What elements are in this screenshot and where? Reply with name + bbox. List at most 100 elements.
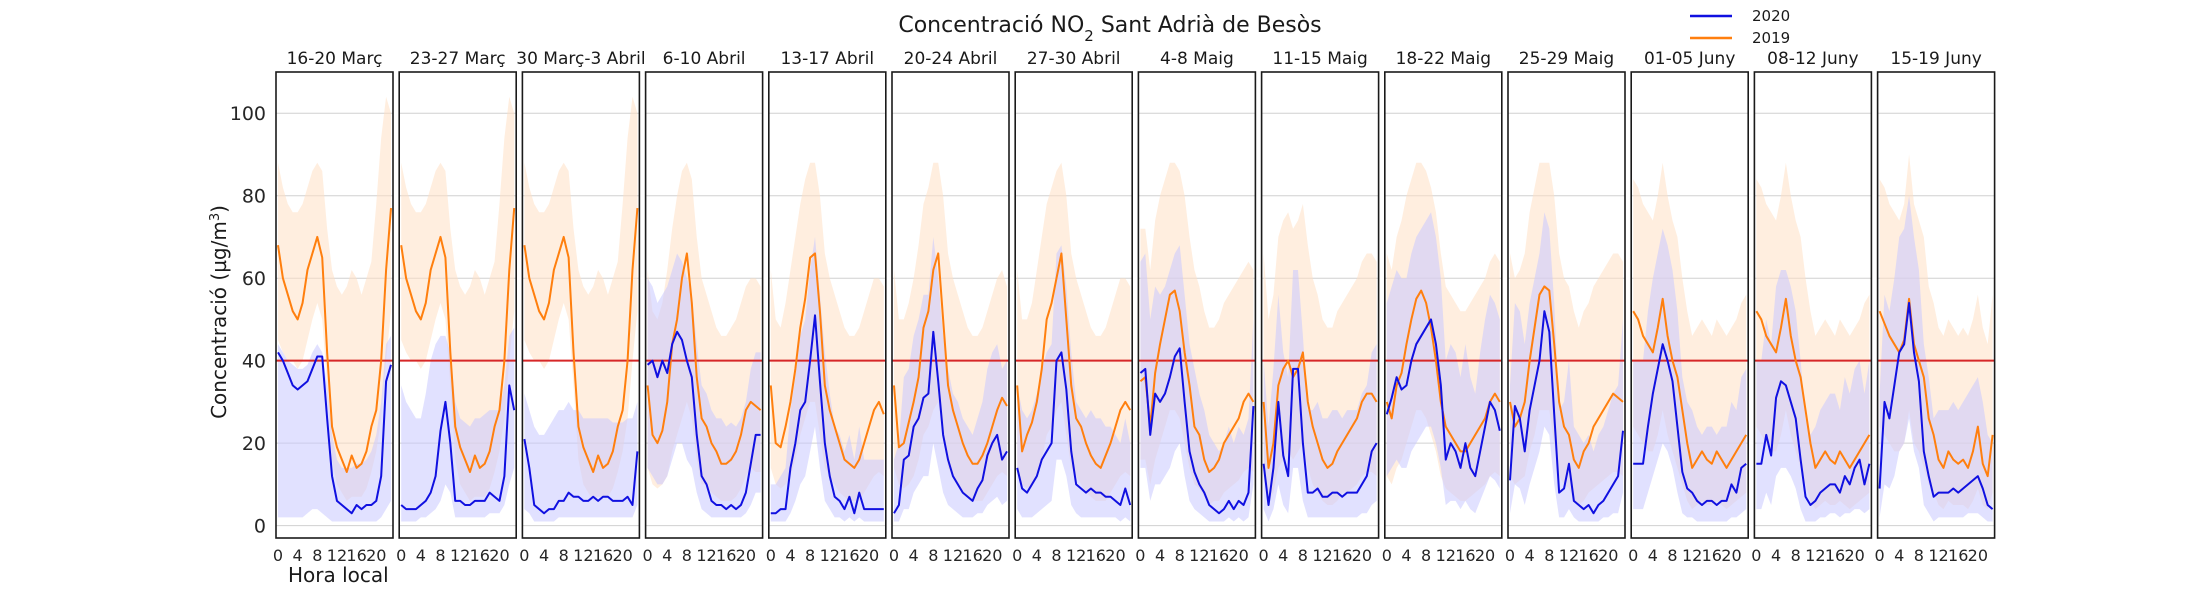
panel-title: 18-22 Maig bbox=[1396, 49, 1491, 69]
x-tick-label: 20 bbox=[1721, 546, 1741, 565]
band-2020 bbox=[770, 236, 884, 522]
panel-title: 27-30 Abril bbox=[1027, 49, 1121, 69]
series-2020-line bbox=[1016, 351, 1132, 507]
panel: 30 Març-3 Abril 0 4 8 12 16 20 bbox=[516, 49, 645, 565]
band-2020 bbox=[1879, 195, 1993, 522]
x-tick-label: 20 bbox=[489, 546, 509, 565]
series-2019-line bbox=[1755, 297, 1871, 469]
x-tick-label: 4 bbox=[539, 546, 549, 565]
panel-title: 23-27 Març bbox=[410, 49, 506, 69]
x-tick-label: 4 bbox=[1525, 546, 1535, 565]
x-tick-label: 4 bbox=[1771, 546, 1781, 565]
x-tick-label: 16 bbox=[1086, 546, 1106, 565]
x-tick-label: 12 bbox=[1805, 546, 1825, 565]
x-tick-label: 16 bbox=[1702, 546, 1722, 565]
series-2020-line bbox=[400, 384, 516, 511]
panel: 18-22 Maig 0 4 8 12 16 20 bbox=[1382, 49, 1503, 565]
panel-title: 11-15 Maig bbox=[1272, 49, 1367, 69]
x-tick-label: 12 bbox=[1682, 546, 1702, 565]
x-tick-label: 0 bbox=[273, 546, 283, 565]
x-tick-label: 20 bbox=[982, 546, 1002, 565]
x-tick-label: 8 bbox=[1791, 546, 1801, 565]
x-tick-label: 20 bbox=[366, 546, 386, 565]
series-2020-line bbox=[277, 351, 392, 515]
x-tick-label: 16 bbox=[962, 546, 982, 565]
panel-frame bbox=[644, 71, 764, 539]
x-tick-label: 4 bbox=[1155, 546, 1165, 565]
x-tick-label: 4 bbox=[293, 546, 303, 565]
panel-title: 15-19 Juny bbox=[1890, 49, 1981, 69]
y-tick-label: 0 bbox=[254, 516, 266, 538]
panel-title: 25-29 Maig bbox=[1519, 49, 1614, 69]
band-2020 bbox=[1263, 269, 1377, 522]
x-tick-label: 20 bbox=[736, 546, 756, 565]
series-2020-line bbox=[523, 438, 639, 515]
series-2019-line bbox=[400, 208, 516, 474]
y-tick-label: 20 bbox=[242, 433, 266, 455]
x-tick-label: 16 bbox=[1455, 546, 1475, 565]
x-tick-label: 4 bbox=[1278, 546, 1288, 565]
legend-label-2019: 2019 bbox=[1752, 29, 1790, 47]
x-tick-label: 16 bbox=[1948, 546, 1968, 565]
x-tick-label: 16 bbox=[346, 546, 366, 565]
x-tick-label: 0 bbox=[643, 546, 653, 565]
series-2019-line bbox=[769, 252, 885, 469]
series-2020-line bbox=[893, 330, 1008, 514]
series-2020-line bbox=[1756, 380, 1871, 507]
panel-title: 6-10 Abril bbox=[663, 49, 746, 69]
x-tick-label: 0 bbox=[1382, 546, 1392, 565]
x-tick-label: 20 bbox=[859, 546, 879, 565]
x-tick-label: 0 bbox=[1259, 546, 1269, 565]
x-tick-label: 12 bbox=[1436, 546, 1456, 565]
series-2019-line bbox=[1262, 351, 1378, 469]
series-2019-line bbox=[277, 208, 392, 474]
panel: 01-05 Juny 0 4 8 12 16 20 bbox=[1628, 49, 1749, 565]
x-tick-label: 8 bbox=[312, 546, 322, 565]
x-tick-label: 0 bbox=[1875, 546, 1885, 565]
panel: 25-29 Maig 0 4 8 12 16 20 bbox=[1505, 49, 1626, 565]
x-tick-label: 16 bbox=[1825, 546, 1845, 565]
panel-frame bbox=[398, 71, 518, 539]
x-tick-label: 0 bbox=[1135, 546, 1145, 565]
y-ticks: 0 20 40 60 80 100 bbox=[230, 103, 266, 537]
x-tick-label: 12 bbox=[1189, 546, 1209, 565]
series-2019-line bbox=[1509, 285, 1624, 469]
x-tick-label: 8 bbox=[805, 546, 815, 565]
x-tick-label: 4 bbox=[1648, 546, 1658, 565]
x-tick-label: 8 bbox=[1667, 546, 1677, 565]
panel: 11-15 Maig 0 4 8 12 16 20 bbox=[1259, 49, 1380, 565]
band-2019 bbox=[1510, 162, 1623, 506]
x-tick-label: 12 bbox=[1066, 546, 1086, 565]
x-tick-label: 20 bbox=[1968, 546, 1988, 565]
band-2020 bbox=[1140, 245, 1254, 522]
x-tick-label: 0 bbox=[1012, 546, 1022, 565]
x-tick-label: 8 bbox=[1914, 546, 1924, 565]
x-tick-label: 20 bbox=[1598, 546, 1618, 565]
x-tick-label: 4 bbox=[1894, 546, 1904, 565]
panel-frame bbox=[1137, 71, 1257, 539]
x-tick-label: 8 bbox=[1421, 546, 1431, 565]
band-2019 bbox=[401, 96, 515, 501]
series-2020-line bbox=[1262, 367, 1378, 507]
x-tick-label: 16 bbox=[1209, 546, 1229, 565]
x-axis-label: Hora local bbox=[288, 563, 389, 587]
x-tick-label: 20 bbox=[1105, 546, 1125, 565]
panel: 08-12 Juny 0 4 8 12 16 20 bbox=[1751, 49, 1873, 565]
panel: 27-30 Abril 0 4 8 12 16 20 bbox=[1012, 49, 1134, 565]
x-tick-label: 8 bbox=[1298, 546, 1308, 565]
series-2020-line bbox=[646, 330, 761, 511]
panel-title: 08-12 Juny bbox=[1767, 49, 1858, 69]
x-tick-label: 8 bbox=[435, 546, 445, 565]
panel: 6-10 Abril 0 4 8 12 16 20 bbox=[643, 49, 764, 565]
x-tick-label: 20 bbox=[1228, 546, 1248, 565]
x-tick-label: 8 bbox=[559, 546, 569, 565]
panel: 23-27 Març 0 4 8 12 16 20 bbox=[396, 49, 518, 565]
x-tick-label: 0 bbox=[1751, 546, 1761, 565]
x-tick-label: 0 bbox=[1505, 546, 1515, 565]
series-2020-line bbox=[1509, 310, 1624, 515]
x-tick-label: 8 bbox=[1175, 546, 1185, 565]
y-tick-label: 60 bbox=[242, 268, 266, 290]
panel-frame bbox=[1260, 71, 1380, 539]
